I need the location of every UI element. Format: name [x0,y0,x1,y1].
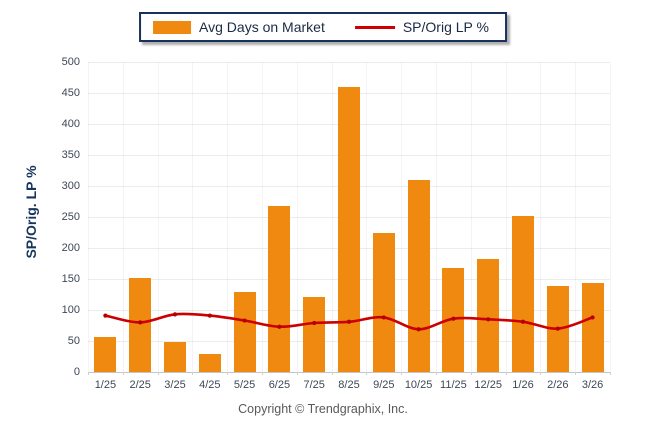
line-point-marker [103,313,108,318]
x-tick-label: 5/25 [233,379,256,391]
y-tick-label: 450 [61,87,80,99]
line-point-marker [346,319,352,324]
line-point-marker [277,324,282,329]
vertical-gridline [505,62,507,372]
bar-avg-days-on-market [94,336,117,372]
x-axis-tick [192,372,194,375]
x-tick-label: 2/25 [129,379,151,391]
x-axis-tick [610,372,611,375]
x-axis-tick [296,372,298,375]
vertical-gridline [296,62,298,372]
vertical-gridline [227,62,229,372]
x-tick-label: 3/26 [581,379,604,391]
vertical-gridline [122,62,124,372]
x-tick-label: 3/25 [164,379,186,391]
x-axis-tick [122,372,124,375]
line-point-marker [590,315,595,320]
x-axis-tick [157,372,159,375]
x-tick-label: 2/26 [547,379,569,391]
x-axis-tick [366,372,368,375]
x-tick-label: 8/25 [338,379,360,391]
vertical-gridline [262,62,263,372]
bar-avg-days-on-market [477,259,500,372]
vertical-gridline [610,62,611,372]
x-tick-label: 1/25 [94,379,117,391]
bar-avg-days-on-market [198,354,221,372]
y-tick-label: 350 [61,149,80,161]
plot-area [88,62,611,375]
x-axis-tick [262,372,263,375]
y-tick-label: 100 [61,304,80,316]
line-point-marker [416,327,421,332]
x-tick-label: 1/26 [512,379,534,391]
x-tick-label: 6/25 [268,379,291,391]
y-tick-label: 0 [73,366,80,378]
y-tick-label: 300 [61,180,80,192]
bar-avg-days-on-market [338,87,360,372]
vertical-gridline [540,62,542,372]
vertical-gridline [436,62,437,372]
line-point-marker [555,326,560,331]
vertical-gridline [157,62,159,372]
x-axis-baseline [88,372,610,373]
gridline [88,62,610,63]
line-series-swatch [354,25,395,29]
line-point-marker [138,320,143,325]
bar-series-swatch [153,20,192,34]
line-point-marker [312,320,317,326]
vertical-gridline [401,62,403,372]
x-axis-tick [401,372,403,375]
bar-avg-days-on-market [268,206,291,372]
bar-avg-days-on-market [129,277,152,372]
bar-series-label: Avg Days on Market [199,19,325,35]
x-tick-label: 12/25 [474,379,502,391]
vertical-gridline [88,62,89,372]
bar-avg-days-on-market [372,232,395,372]
bar-avg-days-on-market [407,180,430,372]
line-point-marker [451,316,456,321]
x-axis-tick [331,372,333,375]
sp-orig-lp-line-layer [103,312,595,332]
line-point-marker [381,315,386,320]
y-tick-label: 150 [61,273,80,285]
line-point-marker [242,318,247,323]
bar-avg-days-on-market [233,292,256,372]
x-tick-label: 9/25 [373,379,395,391]
vertical-gridline [366,62,368,372]
x-axis-tick [575,372,577,375]
x-axis-tick [436,372,437,375]
line-series-label: SP/Orig LP % [402,19,489,35]
x-axis-tick [505,372,507,375]
bar-avg-days-on-market [512,215,534,372]
vertical-gridline [575,62,577,372]
x-axis-tick [470,372,472,375]
x-axis-tick [540,372,542,375]
y-axis-title: SP/Orig. LP % [23,165,39,259]
vertical-gridline [331,62,333,372]
y-tick-label: 500 [61,56,80,68]
x-axis-tick [88,372,89,375]
vertical-gridline [192,62,194,372]
bar-avg-days-on-market [303,296,326,372]
line-point-marker [520,319,526,324]
y-tick-label: 200 [61,242,80,254]
x-tick-label: 7/25 [303,379,325,391]
x-tick-label: 11/25 [440,379,467,391]
line-point-marker [486,317,491,322]
line-point-marker [207,313,212,318]
vertical-gridline [470,62,472,372]
copyright-text: Copyright © Trendgraphix, Inc. [238,402,408,416]
y-tick-label: 250 [61,211,80,223]
chart-legend: Avg Days on Market SP/Orig LP % [139,12,507,42]
line-point-marker [172,312,178,317]
x-tick-label: 4/25 [199,379,221,391]
bar-avg-days-on-market [581,282,604,372]
y-tick-label: 400 [61,118,80,130]
x-tick-label: 10/25 [404,379,433,391]
y-tick-label: 50 [67,335,80,347]
bar-avg-days-on-market [164,341,186,372]
x-axis-tick [227,372,229,375]
